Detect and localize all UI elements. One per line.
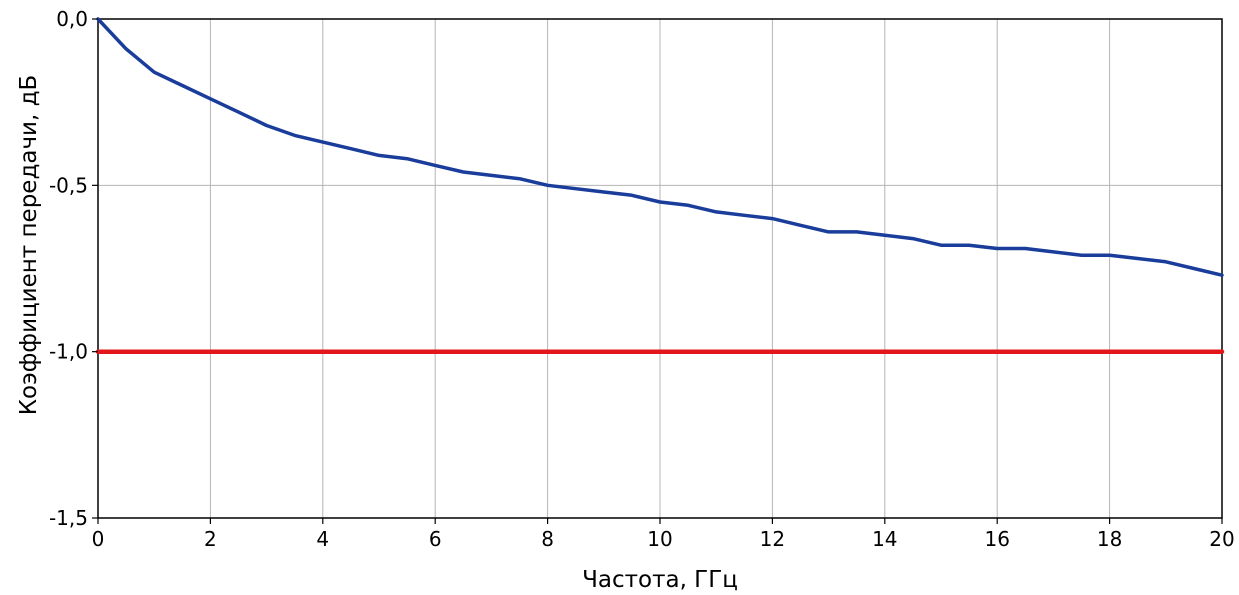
y-tick-label: -0,5	[49, 173, 88, 197]
y-tick-label: -1,0	[49, 340, 88, 364]
x-tick-label: 8	[541, 527, 554, 551]
series-line-measured	[96, 17, 1224, 277]
x-tick-label: 6	[429, 527, 442, 551]
x-tick-label: 16	[984, 527, 1009, 551]
y-tick-labels: 0,0 -0,5 -1,0 -1,5	[49, 7, 98, 530]
x-tick-label: 12	[760, 527, 785, 551]
x-tick-label: 10	[647, 527, 672, 551]
y-tick-label: -1,5	[49, 506, 88, 530]
x-tick-label: 0	[92, 527, 105, 551]
series-layer	[95, 17, 1225, 354]
x-tick-label: 20	[1209, 527, 1234, 551]
x-tick-label: 14	[872, 527, 897, 551]
x-tick-label: 18	[1097, 527, 1122, 551]
x-tick-label: 4	[316, 527, 329, 551]
y-axis-title: Коэффициент передачи, дБ	[16, 75, 42, 416]
x-tick-labels: 0 2 4 6 8 10 12 14 16 18 20	[92, 518, 1235, 551]
x-axis-title: Частота, ГГц	[582, 567, 738, 593]
x-tick-label: 2	[204, 527, 217, 551]
y-tick-label: 0,0	[56, 7, 88, 31]
